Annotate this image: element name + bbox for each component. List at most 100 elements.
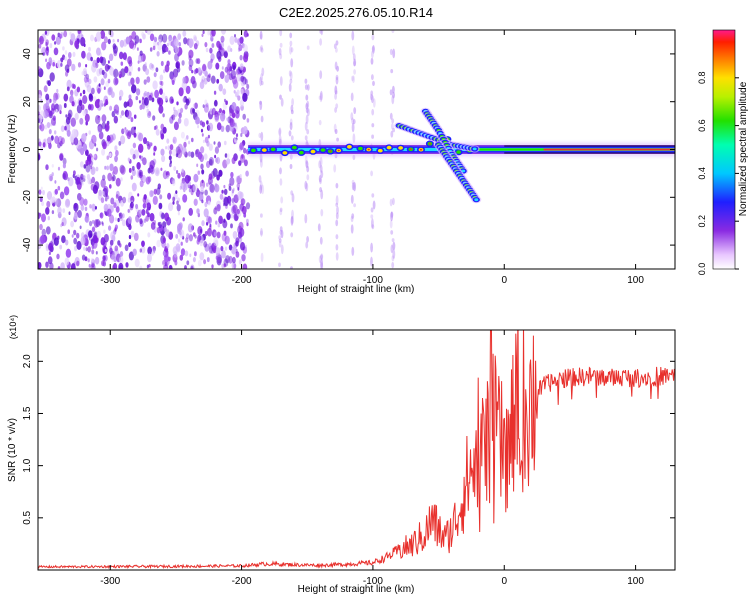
noise-blob xyxy=(240,75,245,83)
noise-blob xyxy=(139,155,142,159)
noise-blob xyxy=(99,212,104,219)
noise-blob xyxy=(98,117,101,122)
noise-blob xyxy=(214,183,220,193)
noise-blob xyxy=(90,165,93,170)
noise-blob xyxy=(196,208,200,215)
noise-blob xyxy=(175,234,179,239)
noise-blob xyxy=(227,45,232,52)
noise-blob xyxy=(166,243,170,249)
noise-blob xyxy=(246,83,250,90)
noise-blob xyxy=(147,111,151,117)
noise-blob xyxy=(229,118,235,128)
x-tick-label: -100 xyxy=(363,576,383,587)
streak-blob xyxy=(392,91,395,99)
noise-blob xyxy=(175,190,178,195)
noise-blob xyxy=(153,188,157,195)
streak-blob xyxy=(306,236,309,243)
noise-blob xyxy=(177,117,182,124)
noise-blob xyxy=(229,108,234,116)
streak-blob xyxy=(290,232,294,238)
noise-blob xyxy=(211,107,216,116)
noise-blob xyxy=(239,174,242,178)
streak-blob xyxy=(335,47,338,53)
noise-blob xyxy=(133,114,137,119)
noise-blob xyxy=(39,196,43,202)
streak-blob xyxy=(371,46,375,52)
noise-blob xyxy=(91,63,97,73)
noise-blob xyxy=(85,163,91,173)
streak-blob xyxy=(351,122,355,133)
noise-blob xyxy=(82,95,88,104)
noise-blob xyxy=(203,259,207,265)
noise-blob xyxy=(60,125,65,132)
streak-blob xyxy=(306,84,310,91)
noise-blob xyxy=(44,30,48,35)
noise-blob xyxy=(199,239,204,247)
streak-blob xyxy=(372,44,375,54)
streak-blob xyxy=(305,107,309,114)
streak-blob xyxy=(288,70,292,77)
noise-blob xyxy=(69,133,75,143)
spectrogram-y-axis: -40 -20 0 20 40 xyxy=(22,48,675,252)
noise-blob xyxy=(88,263,91,268)
noise-blob xyxy=(76,260,80,267)
noise-blob xyxy=(173,121,179,131)
noise-blob xyxy=(82,143,88,152)
noise-blob xyxy=(221,263,225,269)
noise-blob xyxy=(119,114,122,119)
noise-blob xyxy=(214,206,217,210)
noise-blob xyxy=(139,104,143,110)
noise-blob xyxy=(152,80,158,90)
noise-blob xyxy=(143,97,149,106)
noise-blob xyxy=(181,60,185,66)
noise-blob xyxy=(204,99,208,105)
noise-blob xyxy=(240,153,246,163)
noise-blob xyxy=(207,30,211,36)
branch-core xyxy=(472,147,477,151)
noise-blob xyxy=(223,188,228,195)
noise-blob xyxy=(137,193,140,197)
noise-blob xyxy=(154,167,160,177)
noise-blob xyxy=(99,99,104,108)
noise-blob xyxy=(206,182,209,187)
noise-blob xyxy=(135,95,139,101)
noise-blob xyxy=(219,108,222,114)
noise-blob xyxy=(88,93,93,100)
tone-bead-core xyxy=(398,146,403,150)
noise-blob xyxy=(180,248,186,256)
noise-blob xyxy=(219,218,223,225)
streak-blob xyxy=(288,83,292,92)
noise-blob xyxy=(81,50,86,59)
x-tick-label: -300 xyxy=(100,275,120,286)
noise-blob xyxy=(109,152,112,158)
streak-blob xyxy=(260,73,263,83)
noise-blob xyxy=(166,42,169,47)
noise-blob xyxy=(163,69,166,74)
noise-blob xyxy=(243,30,248,38)
noise-blob xyxy=(80,37,86,47)
noise-region xyxy=(38,30,251,269)
noise-blob xyxy=(162,113,165,118)
noise-blob xyxy=(177,211,180,216)
snr-y-scale-label: (x10⁴) xyxy=(8,315,18,339)
noise-blob xyxy=(45,58,48,63)
noise-blob xyxy=(122,52,128,60)
noise-blob xyxy=(115,194,119,199)
noise-blob xyxy=(118,262,124,269)
streak-blob xyxy=(279,76,283,86)
noise-blob xyxy=(105,99,108,104)
colorbar: 0.0 0.2 0.4 0.6 0.8 Normalized spectral ampl… xyxy=(697,29,749,275)
y-tick-label: -40 xyxy=(22,237,33,252)
noise-blob xyxy=(218,83,223,92)
streak-blob xyxy=(320,253,324,261)
noise-blob xyxy=(246,222,249,227)
noise-blob xyxy=(59,153,64,161)
noise-blob xyxy=(149,33,155,42)
noise-blob xyxy=(65,123,71,133)
noise-blob xyxy=(179,231,182,236)
tone-bead-peak xyxy=(367,148,370,151)
tone-core xyxy=(543,148,675,151)
noise-blob xyxy=(135,214,140,223)
noise-blob xyxy=(240,88,244,95)
